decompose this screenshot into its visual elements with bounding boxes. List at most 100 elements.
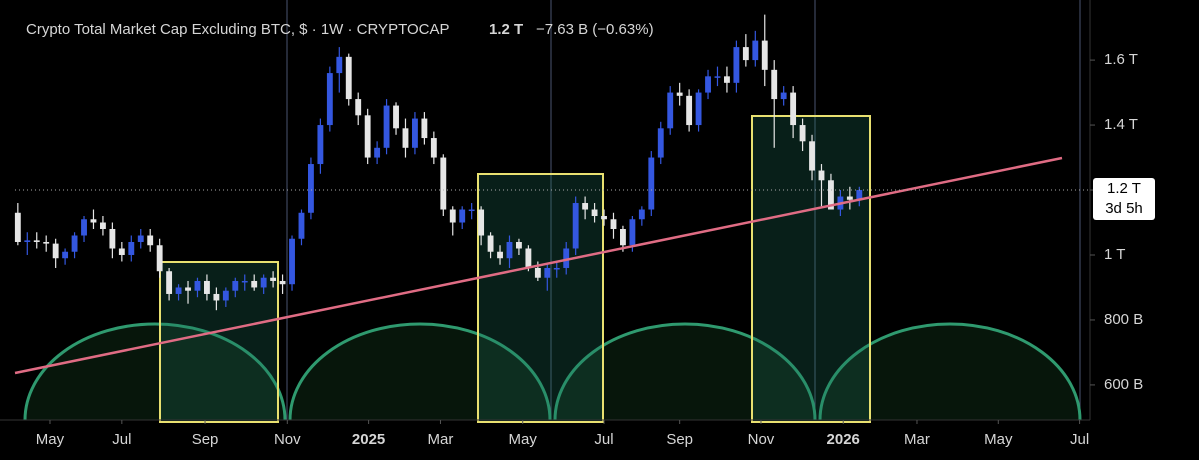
x-tick-label: Sep [666,431,693,448]
candle-body [648,157,655,210]
trend-line [14,156,1063,375]
candle-body [525,248,532,268]
candle-body [194,280,201,291]
candle-body [724,76,730,83]
candle-body [222,290,229,301]
x-tick-label: May [36,431,65,448]
candle-body [345,56,352,100]
candle-body [251,280,258,288]
x-tick-label: Jul [594,431,613,448]
candle-body [714,76,721,78]
candle-body [809,141,815,171]
candle-body [213,293,220,301]
candle-body [14,212,21,242]
price-tag-label: 1.2 T [1107,180,1141,197]
candle-body [733,47,740,83]
x-tick-label: Nov [748,431,775,448]
candle-body [799,125,806,142]
candle-body [478,209,485,236]
candle-body [534,267,541,278]
candle-body [298,212,305,239]
candle-body [582,203,589,210]
candle-body [317,125,324,165]
candle-body [856,190,863,200]
candle-body [761,40,768,70]
x-tick-label: Nov [274,431,301,448]
x-tick-label: May [984,431,1013,448]
candle-body [667,92,674,129]
candle-body [572,203,579,249]
y-tick-label: 600 B [1104,376,1143,393]
candle-body [81,219,87,236]
candle-body [364,115,371,158]
cycle-arc [288,322,552,421]
cycle-arc [23,322,287,421]
candle-body [62,251,69,259]
candle-body [402,128,409,148]
candle-body [118,248,125,255]
candle-body [156,245,163,272]
candle-body [591,209,598,217]
candle-body [610,219,617,230]
candle-body [383,105,390,148]
candle-body [289,238,295,285]
candle-body [33,240,40,242]
candle-body [412,118,418,148]
candle-body [629,219,636,246]
y-tick-label: 1.4 T [1104,116,1138,133]
y-tick-label: 800 B [1104,311,1143,328]
candle-body [544,267,551,278]
x-tick-label: Sep [192,431,219,448]
cycle-arcs [23,322,1082,421]
candle-body [506,241,513,259]
x-tick-label: 2025 [352,431,385,448]
candle-body [620,229,626,246]
candle-body [336,56,343,74]
candle-body [43,241,50,244]
candle-body [676,92,683,96]
candle-body [147,235,154,246]
candle-body [563,248,570,268]
x-tick-label: Jul [1070,431,1089,448]
candle-body [430,138,437,158]
candle-body [374,147,381,158]
candle-body [440,157,447,210]
candle-body [326,73,333,126]
candle-body [260,277,267,288]
candle-body [657,128,664,158]
candle-body [232,280,239,291]
candle-body [553,267,560,270]
zone-box [159,261,279,423]
candle-body [686,95,693,126]
x-tick-label: Mar [428,431,454,448]
candle-body [771,69,778,100]
candle-body [270,277,277,281]
candle-body [109,229,116,249]
candle-body [497,251,503,259]
candle-body [71,235,78,252]
candle-body [695,92,702,126]
candle-body [638,209,645,220]
candle-body [421,118,428,139]
candle-body [355,99,362,116]
candle-body [601,216,607,220]
candle-body [24,240,31,242]
candle-body [705,76,711,93]
x-tick-label: 2026 [827,431,860,448]
candle-body [393,105,399,129]
candle-body [487,235,494,252]
cycle-arc [818,322,1082,421]
y-tick-label: 1 T [1104,246,1125,263]
candle-body [828,180,834,210]
candle-body [128,241,135,255]
candle-body [90,219,97,223]
last-price: 1.2 T [489,21,523,38]
candle-body [459,209,466,223]
candle-body [166,271,173,294]
candle-body [449,209,456,223]
countdown: 3d 5h [1105,200,1143,217]
candle-body [203,280,210,294]
candle-body [99,222,106,230]
